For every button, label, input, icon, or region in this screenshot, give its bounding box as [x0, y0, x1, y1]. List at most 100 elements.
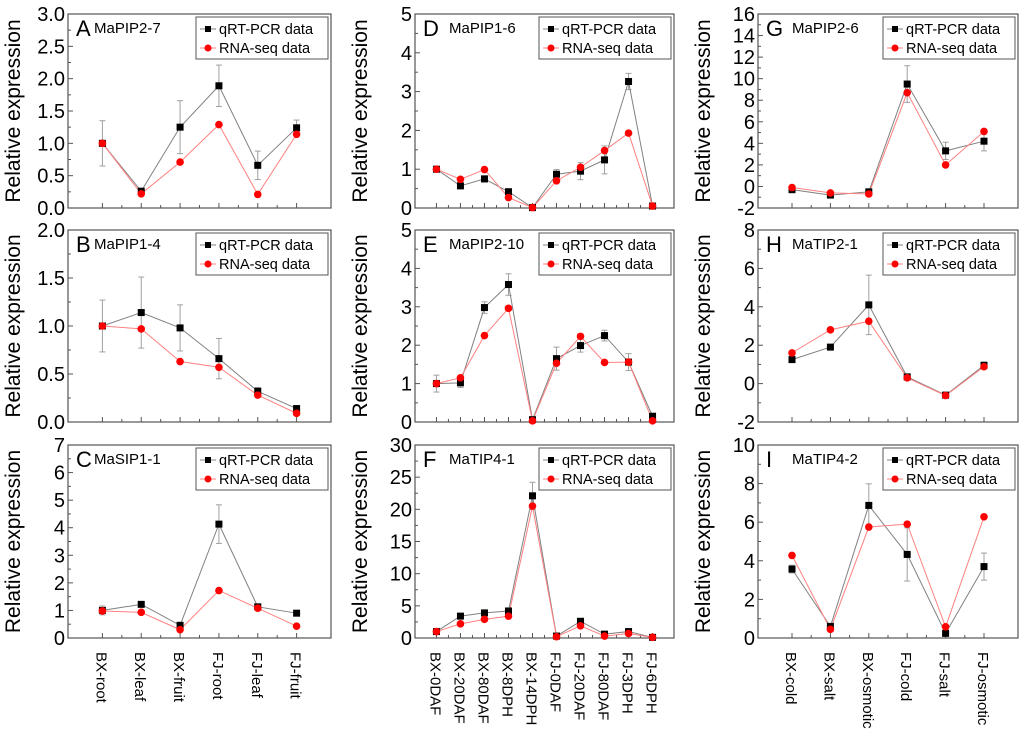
rna-series-line: [791, 320, 985, 397]
rna-point: [826, 625, 835, 634]
y-tick-label: 2.0: [37, 69, 65, 91]
legend-qrt-label: qRT-PCR data: [219, 453, 314, 469]
y-tick-label: 0: [401, 412, 412, 434]
y-tick-label: 2: [401, 120, 412, 142]
legend-rna-label: RNA-seq data: [906, 472, 998, 488]
qrt-point: [504, 188, 512, 196]
qrt-point: [504, 607, 512, 615]
x-category-label: BX-0DAF: [426, 652, 443, 715]
x-category-label: BX-20DAF: [450, 652, 467, 724]
legend-qrt-label: qRT-PCR data: [219, 22, 314, 38]
rna-point: [788, 183, 796, 192]
rna-point: [176, 625, 184, 634]
y-axis-label: Relative expression: [2, 234, 25, 417]
y-tick-label: -2: [737, 412, 755, 434]
rna-point: [624, 129, 633, 137]
legend-rna-label: RNA-seq data: [562, 257, 654, 273]
rna-point: [552, 632, 561, 641]
x-category-label: BX-14DPH: [522, 652, 539, 725]
legend-box: [882, 232, 1016, 276]
rna-point: [826, 326, 835, 334]
rna-point: [552, 177, 561, 185]
rna-point: [941, 391, 950, 400]
rna-point: [432, 627, 441, 636]
x-category-label: FJ-0DAF: [547, 652, 564, 712]
rna-point: [624, 629, 633, 638]
rna-point: [98, 322, 107, 330]
y-tick-label: 3: [54, 545, 65, 567]
legend-box: [882, 447, 1016, 491]
qrt-series-line: [102, 312, 297, 410]
rna-point: [576, 621, 585, 630]
legend-rna-label: RNA-seq data: [906, 257, 998, 273]
y-tick-label: 2: [744, 155, 755, 177]
legend-box: [882, 16, 1016, 60]
legend-qrt-marker: [205, 457, 211, 463]
x-category-label: FJ-6DPH: [643, 652, 660, 714]
legend-qrt-label: qRT-PCR data: [906, 238, 1001, 254]
qrt-point: [980, 563, 988, 571]
legend-qrt-label: qRT-PCR data: [562, 238, 657, 254]
y-tick-label: 4: [401, 43, 412, 65]
rna-point: [176, 357, 184, 366]
rna-point: [253, 190, 262, 199]
y-tick-label: 2: [401, 335, 412, 357]
x-category-label: BX-root: [92, 652, 109, 704]
rna-point: [504, 304, 513, 313]
y-tick-label: 8: [744, 474, 755, 496]
legend-qrt-marker: [892, 457, 898, 463]
y-axis-label: Relative expression: [349, 234, 372, 417]
y-tick-label: 16: [733, 4, 755, 26]
rna-series-line: [436, 506, 653, 638]
gene-title: MaTIP2-1: [792, 236, 858, 253]
gene-title: MaTIP4-2: [792, 451, 858, 468]
y-tick-label: 30: [390, 435, 412, 457]
y-axis-label: Relative expression: [692, 19, 715, 202]
rna-series-line: [791, 516, 985, 631]
y-tick-label: 1: [401, 159, 412, 181]
rna-point: [624, 358, 633, 366]
rna-point: [504, 612, 513, 620]
rna-series-line: [791, 91, 985, 195]
panel-f: 0 5 10 15 20 25 30 Relative expression F MaTIP4-1…: [349, 435, 675, 725]
x-category-label: BX-leaf: [131, 652, 148, 702]
y-tick-label: 12: [733, 47, 755, 69]
qrt-point: [826, 343, 834, 351]
y-tick-label: 15: [390, 532, 412, 554]
y-tick-label: 1.5: [37, 268, 65, 290]
y-tick-label: 4: [744, 133, 755, 155]
y-tick-label: 6: [54, 463, 65, 485]
rna-point: [576, 332, 585, 341]
y-tick-label: 0.5: [37, 364, 65, 386]
qrt-point: [215, 82, 223, 90]
y-tick-label: 25: [390, 467, 412, 489]
y-tick-label: 0: [744, 176, 755, 198]
rna-point: [176, 158, 184, 166]
rna-point: [215, 363, 223, 372]
qrt-point: [865, 301, 873, 309]
y-tick-label: 1: [401, 374, 412, 396]
panel-i: 0 2 4 6 8 10 Relative expression I MaTIP4-2 qRT-P…: [692, 435, 1019, 729]
legend-rna-label: RNA-seq data: [906, 41, 998, 57]
legend-rna-label: RNA-seq data: [219, 257, 311, 273]
qrt-point: [176, 621, 184, 629]
qrt-point: [942, 629, 950, 637]
y-tick-label: 2.0: [37, 220, 65, 242]
qrt-series-line: [102, 522, 297, 627]
rna-point: [788, 551, 796, 560]
rna-series-line: [102, 589, 297, 631]
qrt-point: [480, 609, 488, 617]
rna-point: [456, 374, 465, 382]
qrt-point: [137, 600, 145, 608]
qrt-point: [942, 147, 950, 155]
rna-point: [788, 349, 796, 357]
qrt-point: [601, 156, 609, 164]
rna-point: [292, 409, 301, 418]
panel-letter: A: [76, 16, 91, 41]
legend-rna-marker: [204, 475, 212, 483]
y-tick-label: 10: [733, 69, 755, 91]
rna-point: [215, 586, 223, 595]
legend-qrt-label: qRT-PCR data: [219, 238, 314, 254]
y-tick-label: 10: [733, 435, 755, 457]
y-tick-label: 0: [401, 628, 412, 650]
